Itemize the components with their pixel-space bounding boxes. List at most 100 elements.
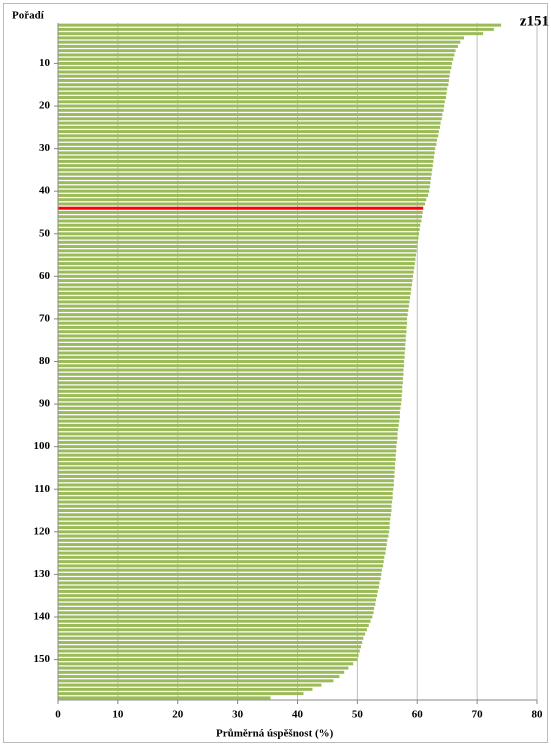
bar (58, 517, 391, 521)
y-tick-label: 20 (39, 100, 51, 112)
bar (58, 304, 409, 308)
bar (58, 291, 411, 295)
bar (58, 457, 396, 461)
bar (58, 245, 418, 249)
x-tick-label: 70 (472, 709, 484, 721)
bar (58, 564, 384, 568)
bar (58, 351, 405, 355)
bar (58, 44, 458, 48)
x-tick-label: 40 (292, 709, 304, 721)
bar (58, 108, 444, 112)
bar (58, 159, 434, 163)
bar (58, 308, 409, 312)
bar (58, 172, 432, 176)
y-tick-label: 30 (39, 142, 51, 154)
bar (58, 334, 406, 338)
bar (58, 381, 403, 385)
bar (58, 100, 445, 104)
bar (58, 53, 455, 57)
bar (58, 130, 439, 134)
bar (58, 432, 398, 436)
bar (58, 538, 388, 542)
bar (58, 487, 394, 491)
bar (58, 526, 390, 530)
bar (58, 283, 412, 287)
bar (58, 543, 387, 547)
bar (58, 377, 403, 381)
bar (58, 504, 392, 508)
bar (58, 666, 349, 670)
bar (58, 683, 322, 687)
bar (58, 134, 439, 138)
bar (58, 662, 354, 666)
bar (58, 181, 431, 185)
bar (58, 411, 400, 415)
bar (58, 428, 399, 432)
bar (58, 215, 423, 219)
bar (58, 325, 407, 329)
bar (58, 521, 390, 525)
x-tick-label: 30 (232, 709, 244, 721)
bar (58, 300, 410, 304)
bar (58, 206, 424, 210)
bar (58, 253, 417, 257)
y-tick-label: 90 (39, 398, 51, 410)
bar (58, 96, 446, 100)
bar (58, 594, 378, 598)
bar (58, 474, 395, 478)
bar (58, 232, 420, 236)
bar (58, 317, 408, 321)
bar (58, 279, 413, 283)
bar (58, 419, 400, 423)
bar (58, 321, 408, 325)
bar (58, 330, 407, 334)
bar (58, 462, 396, 466)
bar (58, 551, 386, 555)
bar (58, 453, 396, 457)
bar (58, 449, 397, 453)
bar (58, 560, 384, 564)
bar (58, 394, 402, 398)
bar (58, 32, 484, 36)
bar (58, 585, 379, 589)
bar (58, 611, 374, 615)
bar (58, 257, 416, 261)
bar (58, 445, 397, 449)
bar (58, 602, 376, 606)
bar (58, 219, 422, 223)
bar (58, 147, 436, 151)
bar (58, 57, 454, 61)
bar (58, 66, 452, 70)
bar (58, 572, 382, 576)
bar (58, 40, 461, 44)
bar (58, 645, 361, 649)
bar (58, 679, 334, 683)
bar (58, 615, 373, 619)
bar (58, 628, 367, 632)
x-tick-label: 20 (172, 709, 184, 721)
bar (58, 236, 419, 240)
bar (58, 87, 448, 91)
bar (58, 547, 387, 551)
bar (58, 49, 456, 53)
bar (58, 641, 363, 645)
bar (58, 23, 502, 27)
y-tick-label: 70 (39, 312, 51, 324)
bar (58, 185, 430, 189)
bar (58, 266, 415, 270)
y-tick-label: 150 (34, 653, 51, 665)
bar (58, 198, 427, 202)
bar (58, 355, 405, 359)
bar (58, 360, 405, 363)
bar (58, 287, 412, 291)
x-tick-label: 50 (352, 709, 364, 721)
bar (58, 692, 304, 696)
y-tick-label: 60 (39, 270, 51, 282)
bar (58, 83, 449, 87)
bar (58, 240, 418, 244)
y-tick-label: 40 (39, 185, 51, 197)
bar (58, 492, 393, 495)
y-tick-label: 10 (39, 57, 51, 69)
bar (58, 91, 447, 95)
bar (58, 606, 375, 610)
